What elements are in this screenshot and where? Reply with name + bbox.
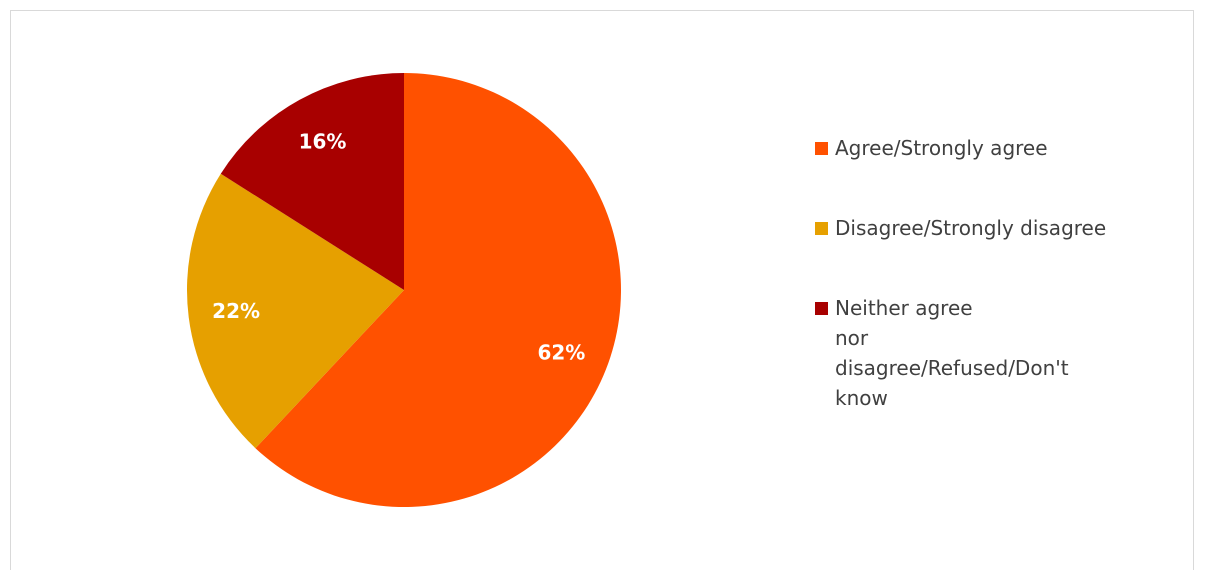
data-label-disagree: 22% [212,299,260,323]
legend-label-neither: Neither agree nor disagree/Refused/Don't… [835,296,1069,410]
legend-swatch-disagree [815,222,828,235]
legend: Agree/Strongly agree Disagree/Strongly d… [815,133,1195,413]
legend-swatch-agree [815,142,828,155]
legend-item-disagree: Disagree/Strongly disagree [815,213,1195,243]
legend-item-neither: Neither agree nor disagree/Refused/Don't… [815,293,1195,413]
legend-swatch-neither [815,302,828,315]
pie-slice-neither [220,73,404,290]
pie-slice-agree [255,73,621,507]
data-label-neither: 16% [299,130,347,154]
legend-label-disagree: Disagree/Strongly disagree [835,216,1107,240]
chart-frame [10,10,1194,570]
data-label-agree: 62% [537,340,585,364]
legend-label-agree: Agree/Strongly agree [835,136,1048,160]
pie-slice-disagree [186,173,404,449]
legend-item-agree: Agree/Strongly agree [815,133,1195,163]
